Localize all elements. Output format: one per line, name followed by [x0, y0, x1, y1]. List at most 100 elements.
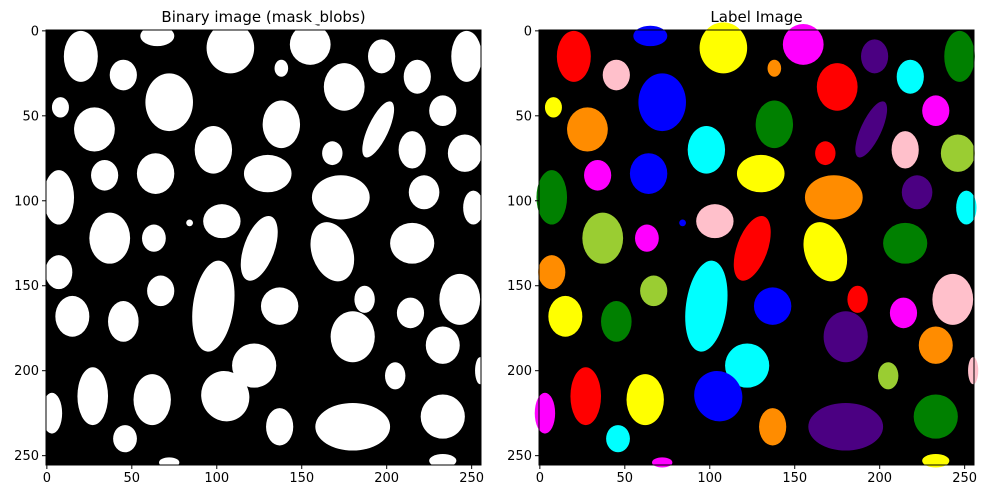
blob — [384, 362, 406, 390]
blob — [883, 222, 928, 264]
blob — [330, 311, 375, 363]
blob — [403, 59, 431, 94]
blob — [804, 175, 863, 220]
blob — [847, 285, 868, 313]
blob — [368, 39, 396, 74]
blob — [133, 374, 171, 426]
blob — [891, 131, 919, 169]
blob — [694, 370, 743, 422]
blob — [932, 273, 974, 325]
blob — [429, 453, 457, 468]
axes-frame — [45, 29, 482, 466]
x-tick-label: 50 — [124, 471, 141, 486]
blob — [74, 107, 115, 152]
x-tick-label: 100 — [204, 471, 229, 486]
blob — [940, 134, 975, 172]
blob — [186, 219, 193, 227]
x-tick-label: 0 — [43, 471, 51, 486]
blob — [968, 357, 979, 385]
blob — [913, 394, 958, 439]
blob — [956, 190, 977, 225]
blob — [696, 204, 734, 239]
image-blobs — [534, 22, 979, 468]
blob — [536, 170, 568, 225]
blob — [816, 63, 858, 111]
blob — [142, 224, 166, 252]
x-tick-label: 150 — [289, 471, 314, 486]
y-tick-label: 250 — [507, 449, 532, 464]
blob — [556, 30, 591, 82]
blob — [262, 100, 301, 149]
blob — [626, 374, 664, 426]
x-tick-label: 200 — [374, 471, 399, 486]
image-blobs — [41, 22, 486, 468]
blob — [944, 30, 975, 82]
blob — [584, 159, 612, 191]
y-tick-label: 200 — [14, 364, 39, 379]
blob — [638, 73, 686, 132]
blob — [140, 25, 175, 47]
blob — [362, 101, 395, 158]
chart-title: Binary image (mask_blobs) — [161, 8, 365, 27]
blob — [311, 175, 370, 220]
blob — [808, 402, 884, 451]
y-tick-label: 0 — [31, 24, 39, 39]
blob — [922, 453, 950, 468]
blob — [274, 59, 289, 77]
blob — [289, 24, 331, 65]
blob — [753, 287, 792, 325]
blob — [918, 326, 953, 364]
axes-frame — [538, 29, 975, 466]
blob — [767, 59, 782, 77]
y-tick-label: 150 — [14, 279, 39, 294]
chart-title: Label Image — [710, 8, 802, 26]
y-tick-label: 50 — [22, 109, 39, 124]
blob — [323, 63, 365, 111]
blob — [725, 343, 770, 388]
x-tick-label: 0 — [536, 471, 544, 486]
blob — [759, 408, 787, 446]
x-tick-label: 250 — [459, 471, 484, 486]
blob — [266, 408, 294, 446]
x-tick-label: 150 — [782, 471, 807, 486]
blob — [398, 131, 426, 169]
blob — [451, 30, 482, 82]
blob — [145, 73, 193, 132]
blob — [733, 215, 771, 281]
blob — [570, 367, 602, 426]
blob — [310, 222, 355, 282]
blob — [408, 175, 440, 210]
y-tick-label: 200 — [507, 364, 532, 379]
blob — [354, 285, 375, 313]
blob — [63, 30, 98, 82]
blob — [475, 357, 486, 385]
blob — [113, 425, 137, 453]
blob — [89, 212, 131, 264]
blob — [43, 170, 75, 225]
y-tick-label: 250 — [14, 449, 39, 464]
blob — [108, 301, 139, 342]
blob — [755, 100, 794, 149]
blob — [158, 457, 180, 468]
y-tick-label: 150 — [507, 279, 532, 294]
blob — [390, 222, 435, 264]
blob — [544, 97, 562, 118]
blob — [41, 392, 63, 434]
blob — [548, 295, 583, 337]
blob — [922, 95, 950, 127]
blob — [192, 260, 235, 352]
blob — [601, 301, 632, 342]
x-tick-label: 250 — [952, 471, 977, 486]
blob — [77, 367, 109, 426]
blob — [109, 59, 137, 91]
blob — [823, 311, 868, 363]
blob — [136, 153, 175, 194]
blob — [855, 101, 888, 158]
blob — [51, 97, 69, 118]
blob — [315, 402, 391, 451]
blob — [201, 370, 250, 422]
blob — [901, 175, 933, 210]
blob — [396, 297, 425, 329]
blob — [463, 190, 484, 225]
blob — [260, 287, 299, 325]
